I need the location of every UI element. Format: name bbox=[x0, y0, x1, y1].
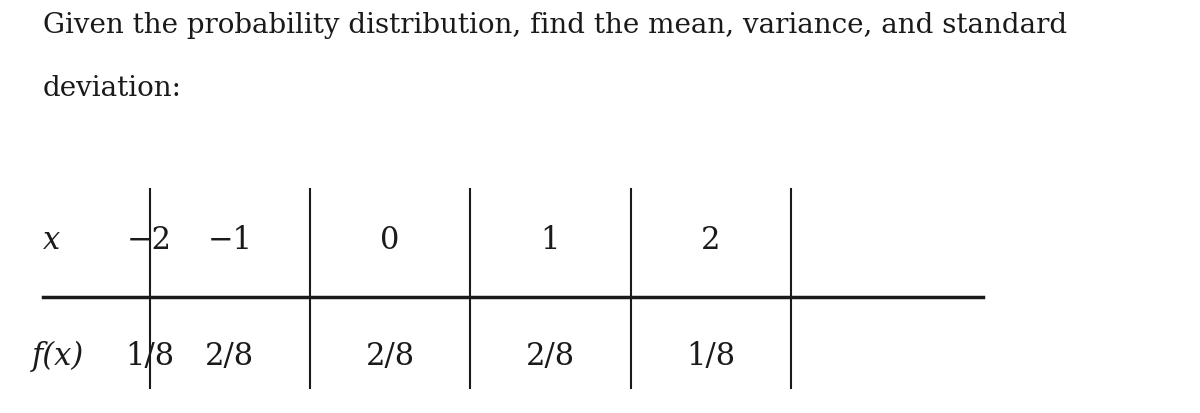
Text: 2: 2 bbox=[701, 224, 720, 255]
Text: Given the probability distribution, find the mean, variance, and standard: Given the probability distribution, find… bbox=[43, 12, 1067, 39]
Text: −1: −1 bbox=[208, 224, 252, 255]
Text: f(x): f(x) bbox=[32, 339, 84, 371]
Text: 1: 1 bbox=[541, 224, 560, 255]
Text: 1/8: 1/8 bbox=[686, 340, 736, 370]
Text: −2: −2 bbox=[127, 224, 172, 255]
Text: 0: 0 bbox=[380, 224, 400, 255]
Text: x: x bbox=[43, 224, 60, 255]
Text: deviation:: deviation: bbox=[43, 74, 181, 101]
Text: 2/8: 2/8 bbox=[205, 340, 254, 370]
Text: 2/8: 2/8 bbox=[366, 340, 415, 370]
Text: 2/8: 2/8 bbox=[526, 340, 575, 370]
Text: 1/8: 1/8 bbox=[125, 340, 174, 370]
